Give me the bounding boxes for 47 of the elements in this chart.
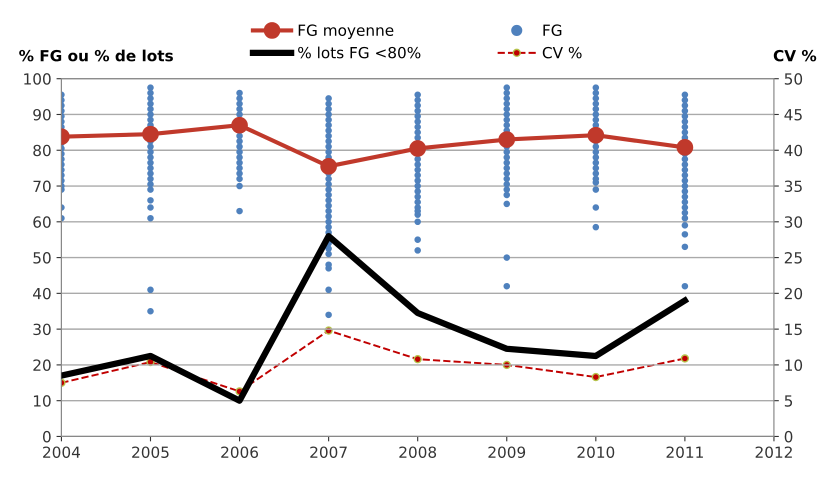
point: [680, 354, 690, 363]
y-tick-label: 80: [33, 144, 51, 156]
legend-label: FG: [543, 24, 562, 36]
y-axis-title: % FG ou % de lots: [19, 50, 173, 62]
legend-label: FG moyenne: [298, 24, 394, 39]
y-tick-label: 20: [33, 359, 51, 371]
y-tick-label: 90: [33, 108, 51, 120]
x-tick-label: 2006: [221, 446, 258, 458]
x-tick-label: 2007: [310, 446, 347, 458]
x-tick-label: 2004: [43, 446, 80, 458]
x-tick-label: 2012: [756, 446, 792, 458]
y-tick-label: 30: [33, 324, 51, 336]
y2-tick-label: 15: [785, 324, 802, 336]
legend-label: CV %: [542, 46, 582, 58]
y2-tick-label: 45: [784, 109, 802, 120]
y-tick-label: 60: [33, 216, 51, 228]
y-tick-label: 10: [34, 395, 51, 407]
y-tick-label: 40: [33, 288, 51, 300]
y-tick-label: 0: [42, 430, 51, 442]
y2-tick-label: 30: [784, 216, 802, 228]
y2-tick-label: 25: [784, 252, 802, 264]
y-tick-label: 70: [34, 180, 51, 192]
y2-axis-title: CV %: [774, 50, 816, 62]
x-tick-label: 2008: [399, 446, 436, 458]
x-tick-label: 2005: [132, 446, 169, 458]
point: [676, 139, 694, 156]
point: [498, 131, 516, 148]
y-tick-label: 100: [24, 73, 51, 85]
y-tick-label: 50: [33, 252, 51, 264]
x-tick-label: 2011: [666, 446, 703, 458]
point: [592, 372, 600, 382]
x-tick-label: 2009: [488, 446, 526, 458]
point: [587, 126, 604, 144]
legend-label: % lots FG <80%: [298, 46, 420, 58]
point: [142, 126, 159, 142]
y2-tick-label: 35: [784, 180, 802, 192]
y2-tick-label: 10: [785, 359, 802, 371]
y2-tick-label: 5: [784, 395, 792, 407]
y2-tick-label: 50: [784, 73, 802, 85]
point: [231, 116, 248, 134]
point: [414, 355, 422, 364]
point: [320, 158, 337, 175]
point: [409, 140, 426, 157]
y2-tick-label: 0: [784, 430, 792, 442]
y2-tick-label: 40: [784, 144, 802, 156]
x-tick-label: 2010: [578, 446, 614, 458]
y2-tick-label: 20: [784, 288, 802, 300]
